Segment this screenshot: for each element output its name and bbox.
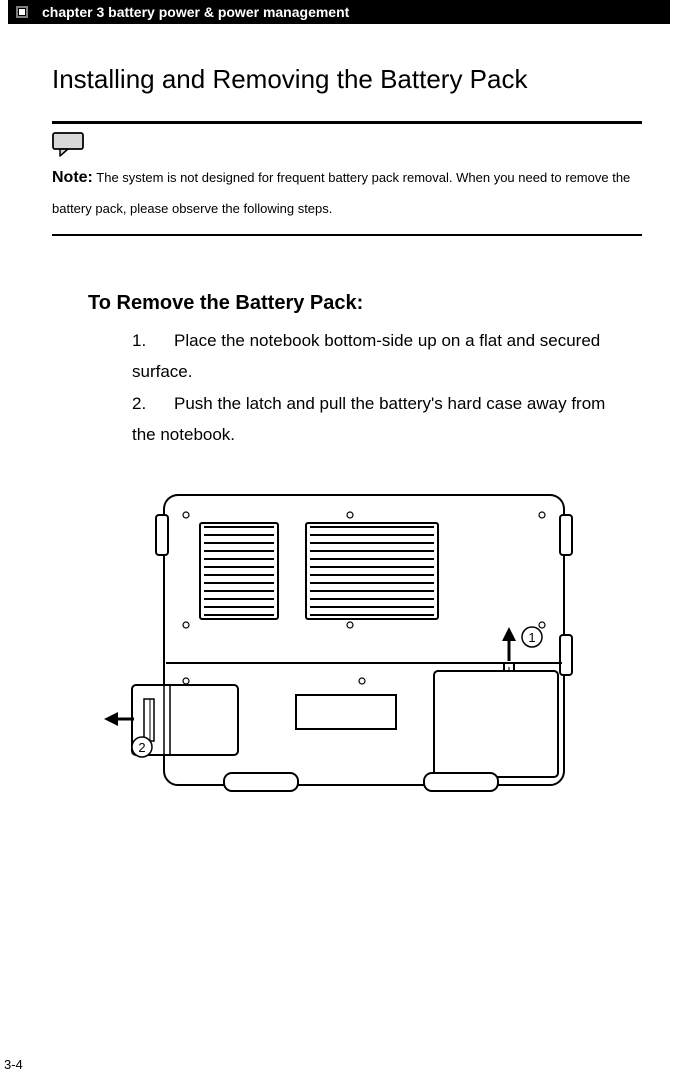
page-title: Installing and Removing the Battery Pack [52, 64, 678, 95]
chapter-header: chapter 3 battery power & power manageme… [8, 0, 670, 24]
svg-text:2: 2 [138, 740, 145, 755]
page-number: 3-4 [4, 1057, 23, 1072]
step-text: Place the notebook bottom-side up on a f… [132, 331, 600, 381]
step-1: 1.Place the notebook bottom-side up on a… [132, 325, 630, 388]
note-box: Note: The system is not designed for fre… [52, 121, 642, 236]
note-body: The system is not designed for frequent … [52, 170, 630, 216]
header-square-icon [16, 6, 28, 18]
speech-bubble-icon [52, 132, 642, 158]
svg-text:1: 1 [528, 630, 535, 645]
step-num: 1. [132, 325, 174, 356]
steps-list: 1.Place the notebook bottom-side up on a… [132, 325, 630, 451]
diagram: 1 2 [0, 485, 678, 805]
step-text: Push the latch and pull the battery's ha… [132, 394, 605, 444]
note-label: Note: [52, 169, 93, 186]
note-text: Note: The system is not designed for fre… [52, 160, 642, 224]
step-2: 2.Push the latch and pull the battery's … [132, 388, 630, 451]
step-num: 2. [132, 388, 174, 419]
section-title: To Remove the Battery Pack: [88, 292, 678, 315]
chapter-label: chapter 3 battery power & power manageme… [42, 4, 349, 20]
